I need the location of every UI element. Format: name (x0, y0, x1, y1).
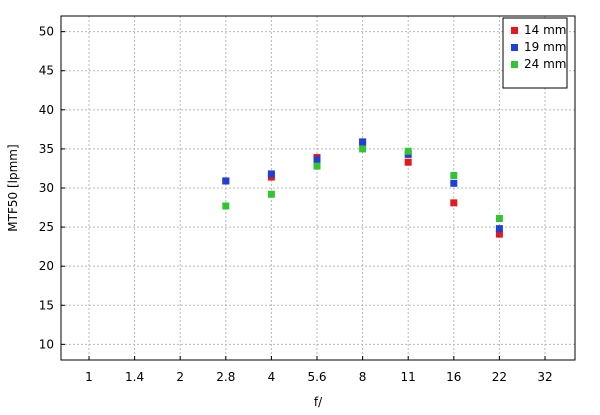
point-14-mm (404, 158, 412, 166)
tick-layer: 10 15 20 25 30 35 40 45 50 1 1.4 2 2.8 4 5.6 8 11 16 22 32 (39, 25, 553, 384)
legend-swatch (511, 61, 518, 68)
point-24-mm (404, 147, 412, 155)
x-tick-label: 32 (537, 370, 552, 384)
point-24-mm (359, 145, 367, 153)
point-14-mm (450, 199, 458, 207)
point-19-mm (267, 170, 275, 178)
x-tick-label: 1 (85, 370, 93, 384)
points-layer (222, 138, 503, 238)
x-tick-label: 11 (401, 370, 416, 384)
plot-frame (60, 15, 576, 361)
legend-label: 24 mm (524, 57, 566, 71)
legend-swatch (511, 27, 518, 34)
point-24-mm (495, 214, 503, 222)
x-tick-label: 8 (359, 370, 367, 384)
point-24-mm (450, 171, 458, 179)
point-19-mm (222, 177, 230, 185)
y-tick-label: 25 (39, 220, 54, 234)
x-tick-label: 22 (492, 370, 507, 384)
y-tick-label: 30 (39, 181, 54, 195)
point-24-mm (267, 190, 275, 198)
point-19-mm (313, 156, 321, 164)
y-tick-label: 45 (39, 64, 54, 78)
x-tick-label: 5.6 (307, 370, 326, 384)
point-14-mm (495, 230, 503, 238)
y-tick-label: 35 (39, 142, 54, 156)
point-19-mm (450, 179, 458, 187)
x-tick-label: 1.4 (125, 370, 144, 384)
point-24-mm (222, 202, 230, 210)
y-tick-label: 10 (39, 337, 54, 351)
y-tick-label: 40 (39, 103, 54, 117)
x-axis-label: f/ (314, 395, 323, 409)
point-19-mm (359, 138, 367, 146)
x-tick-label: 16 (446, 370, 461, 384)
y-tick-label: 50 (39, 25, 54, 39)
y-tick-label: 15 (39, 298, 54, 312)
point-19-mm (495, 225, 503, 233)
legend-swatch (511, 44, 518, 51)
x-tick-label: 2.8 (216, 370, 235, 384)
legend-label: 14 mm (524, 23, 566, 37)
x-tick-label: 2 (176, 370, 184, 384)
grid-layer (61, 16, 575, 360)
x-tick-label: 4 (268, 370, 276, 384)
legend-label: 19 mm (524, 40, 566, 54)
point-24-mm (313, 162, 321, 170)
y-axis-label: MTF50 [lpmm] (6, 144, 20, 231)
y-tick-label: 20 (39, 259, 54, 273)
legend: 14 mm 19 mm 24 mm (502, 17, 568, 89)
